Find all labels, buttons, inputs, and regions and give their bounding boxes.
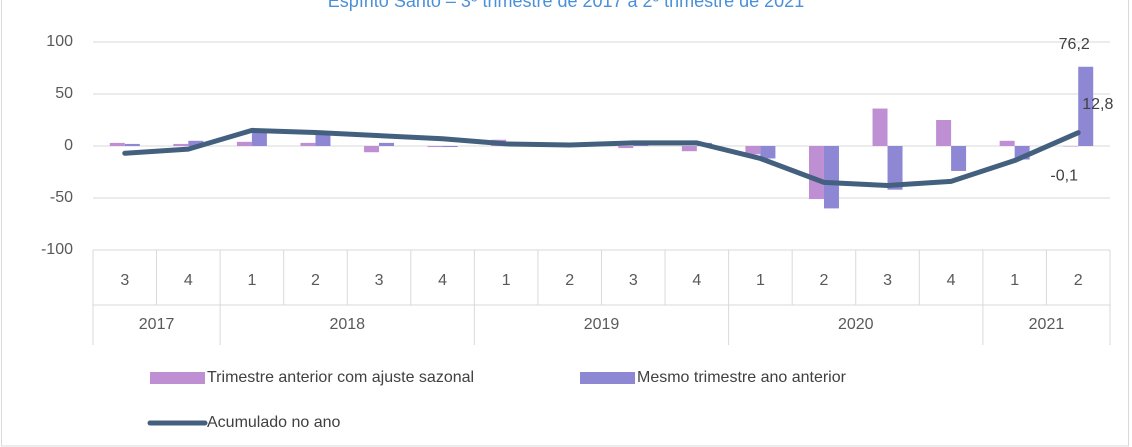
x-tick-label: 1 (756, 272, 765, 289)
bar (109, 142, 125, 146)
bar (173, 143, 189, 146)
bar (236, 141, 252, 146)
bar (124, 143, 140, 146)
x-tick-label: 3 (629, 272, 638, 289)
x-tick-label: 2 (565, 272, 574, 289)
x-tick-label: 2 (311, 272, 320, 289)
bar (745, 146, 761, 155)
data-label: 12,8 (1082, 96, 1113, 113)
group-label: 2020 (838, 316, 874, 333)
x-tick-label: 3 (883, 272, 892, 289)
line (122, 127, 1081, 189)
x-tick-label: 4 (947, 272, 956, 289)
bar (808, 146, 824, 200)
legend-swatch (150, 372, 205, 384)
data-label: 76,2 (1059, 36, 1090, 53)
legend-label: Acumulado no ano (207, 414, 341, 431)
bar (427, 146, 443, 148)
y-tick-label: -50 (50, 189, 73, 206)
bar (442, 146, 458, 148)
bar (823, 146, 839, 209)
y-tick-label: 100 (46, 33, 73, 50)
bar (379, 142, 395, 146)
bar (315, 133, 331, 146)
x-tick-label: 2 (1074, 272, 1083, 289)
group-label: 2018 (329, 316, 365, 333)
group-label: 2021 (1029, 316, 1065, 333)
x-tick-label: 1 (247, 272, 256, 289)
x-tick-label: 3 (375, 272, 384, 289)
bar (251, 132, 267, 146)
group-label: 2019 (584, 316, 620, 333)
x-tick-label: 4 (692, 272, 701, 289)
x-tick-label: 4 (184, 272, 193, 289)
x-tick-label: 1 (1010, 272, 1019, 289)
y-tick-label: 50 (55, 85, 73, 102)
x-tick-label: 2 (820, 272, 829, 289)
chart-title: Espírito Santo – 3º trimestre de 2017 a … (328, 0, 804, 11)
bar (300, 142, 316, 146)
data-label: -0,1 (1050, 167, 1078, 184)
bar (1078, 66, 1094, 146)
bar (936, 120, 952, 146)
bar (364, 146, 380, 153)
bar (188, 140, 204, 146)
bar (681, 146, 697, 152)
bar (951, 146, 967, 171)
bar (872, 108, 888, 146)
x-tick-label: 1 (502, 272, 511, 289)
x-tick-label: 4 (438, 272, 447, 289)
bar (999, 140, 1015, 146)
x-tick-label: 3 (120, 272, 129, 289)
bar (1063, 146, 1079, 147)
legend-label: Mesmo trimestre ano anterior (637, 369, 847, 386)
legend-label: Trimestre anterior com ajuste sazonal (207, 369, 474, 386)
bar (760, 146, 776, 159)
y-tick-label: -100 (41, 241, 73, 258)
y-tick-label: 0 (64, 137, 73, 154)
group-label: 2017 (139, 316, 175, 333)
bar (887, 146, 903, 190)
bar (618, 146, 634, 149)
legend-swatch (580, 372, 635, 384)
